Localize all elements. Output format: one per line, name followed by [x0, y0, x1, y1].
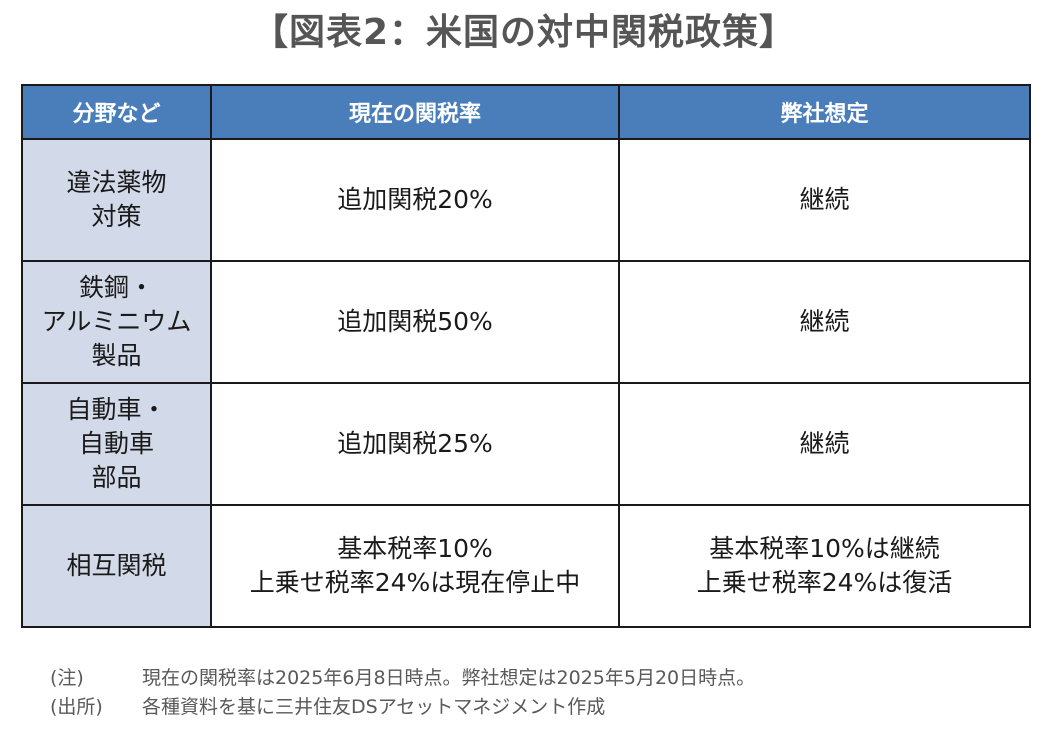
current-rate-text: 追加関税20% — [337, 185, 493, 214]
field-text: 対策 — [91, 202, 142, 231]
field-cell: 自動車・ 自動車 部品 — [21, 382, 212, 506]
forecast-text: 継続 — [799, 307, 850, 336]
field-text: 鉄鋼・ — [78, 273, 154, 302]
forecast-text: 継続 — [799, 429, 850, 458]
forecast-text: 基本税率10%は継続 — [709, 534, 940, 563]
note-row: (注) 現在の関税率は2025年6月8日時点。弊社想定は2025年5月20日時点… — [50, 664, 755, 693]
forecast-text: 上乗せ税率24%は復活 — [696, 568, 953, 597]
current-rate-text: 基本税率10% — [337, 534, 493, 563]
field-text: 相互関税 — [66, 551, 167, 580]
field-text: 自動車 — [78, 429, 154, 458]
field-text: 自動車・ — [66, 395, 167, 424]
forecast-cell: 継続 — [618, 260, 1031, 384]
field-text: 部品 — [91, 463, 142, 492]
table-row: 鉄鋼・ アルミニウム 製品 追加関税50% 継続 — [21, 260, 1031, 384]
field-cell: 鉄鋼・ アルミニウム 製品 — [21, 260, 212, 384]
footnotes: (注) 現在の関税率は2025年6月8日時点。弊社想定は2025年5月20日時点… — [50, 664, 755, 722]
forecast-text: 継続 — [799, 185, 850, 214]
header-field: 分野など — [21, 84, 212, 140]
current-rate-text: 上乗せ税率24%は現在停止中 — [249, 568, 581, 597]
page-title: 【図表2：米国の対中関税政策】 — [251, 12, 797, 53]
current-rate-cell: 追加関税50% — [210, 260, 620, 384]
note-text: 現在の関税率は2025年6月8日時点。弊社想定は2025年5月20日時点。 — [142, 667, 756, 689]
current-rate-text: 追加関税25% — [337, 429, 493, 458]
forecast-cell: 基本税率10%は継続 上乗せ税率24%は復活 — [618, 504, 1031, 628]
field-text: 違法薬物 — [66, 168, 167, 197]
current-rate-cell: 追加関税20% — [210, 138, 620, 262]
current-rate-cell: 基本税率10% 上乗せ税率24%は現在停止中 — [210, 504, 620, 628]
current-rate-cell: 追加関税25% — [210, 382, 620, 506]
table-header-row: 分野など 現在の関税率 弊社想定 — [21, 84, 1031, 140]
table-row: 違法薬物 対策 追加関税20% 継続 — [21, 138, 1031, 262]
source-text: 各種資料を基に三井住友DSアセットマネジメント作成 — [142, 696, 606, 718]
field-cell: 相互関税 — [21, 504, 212, 628]
tariff-policy-table: 分野など 現在の関税率 弊社想定 違法薬物 対策 追加関税20% 継続 鉄鋼・ … — [21, 84, 1031, 628]
current-rate-text: 追加関税50% — [337, 307, 493, 336]
source-label: (出所) — [50, 696, 103, 718]
table-row: 自動車・ 自動車 部品 追加関税25% 継続 — [21, 382, 1031, 506]
header-current-rate: 現在の関税率 — [210, 84, 620, 140]
field-text: アルミニウム — [41, 307, 192, 336]
table-row: 相互関税 基本税率10% 上乗せ税率24%は現在停止中 基本税率10%は継続 上… — [21, 504, 1031, 628]
header-forecast: 弊社想定 — [618, 84, 1031, 140]
source-row: (出所) 各種資料を基に三井住友DSアセットマネジメント作成 — [50, 693, 755, 722]
field-text: 製品 — [91, 341, 142, 370]
note-label: (注) — [50, 667, 84, 689]
forecast-cell: 継続 — [618, 138, 1031, 262]
forecast-cell: 継続 — [618, 382, 1031, 506]
field-cell: 違法薬物 対策 — [21, 138, 212, 262]
